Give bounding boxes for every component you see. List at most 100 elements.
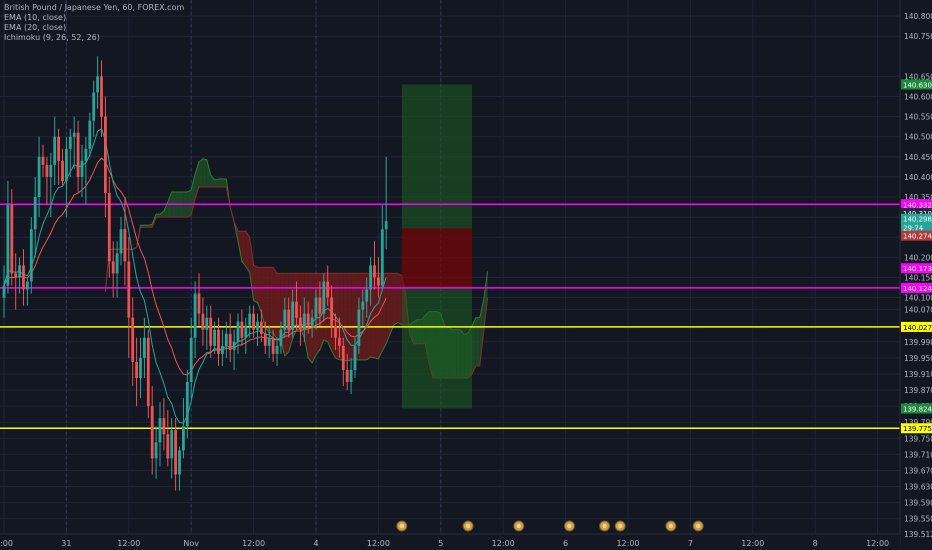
cloud-segment xyxy=(261,267,266,328)
price-label-text: 140.332 xyxy=(903,201,932,209)
candle-body xyxy=(306,313,310,326)
candle-body xyxy=(158,418,162,443)
candlesticks xyxy=(2,56,388,491)
candle-body xyxy=(380,229,384,286)
price-label-text: 140.296 xyxy=(903,216,932,224)
candle-body xyxy=(174,430,177,475)
candle-body xyxy=(213,329,216,346)
cloud-segment xyxy=(394,273,398,325)
candle-body xyxy=(131,317,135,362)
price-label-box xyxy=(901,230,932,241)
price-tick-label: 139.990 xyxy=(904,338,932,347)
candle-body xyxy=(53,136,57,165)
candle-body xyxy=(182,426,185,451)
price-tick-label: 140.500 xyxy=(904,133,932,142)
price-label-text: 140.274 xyxy=(903,233,932,241)
candle-body xyxy=(49,164,53,177)
long-position-tool[interactable] xyxy=(401,84,472,409)
candle-body xyxy=(185,382,189,427)
price-tick-label: 140.400 xyxy=(904,173,932,182)
candle-body xyxy=(228,333,232,350)
candle-body xyxy=(76,132,80,177)
earnings-event-icon-center xyxy=(668,523,674,529)
candle-body xyxy=(326,281,330,298)
candle-body xyxy=(322,281,326,314)
candle-body xyxy=(162,418,166,435)
candle-body xyxy=(41,156,45,165)
price-tick-label: 139.550 xyxy=(904,515,932,524)
horizontal-lines[interactable] xyxy=(0,203,900,429)
cloud-segment xyxy=(390,273,394,334)
position-profit-zone xyxy=(401,84,472,229)
cloud-segment xyxy=(265,267,270,333)
candle-body xyxy=(310,317,314,326)
candle-body xyxy=(123,229,127,262)
candle-body xyxy=(45,164,49,177)
candle-body xyxy=(111,261,115,274)
cloud-segment xyxy=(214,178,219,187)
cloud-segment xyxy=(253,265,258,303)
time-tick-label: 12:00 xyxy=(367,539,390,548)
cloud-segment xyxy=(140,225,145,228)
candle-body xyxy=(287,309,291,330)
cloud-segment xyxy=(370,273,375,358)
cloud-segment xyxy=(245,231,250,273)
cloud-segment xyxy=(362,273,367,360)
price-label-text: 29:74 xyxy=(903,225,924,233)
candle-body xyxy=(283,309,287,330)
candle-body xyxy=(314,297,318,318)
candle-body xyxy=(115,253,119,274)
candle-body xyxy=(178,450,181,475)
candle-body xyxy=(240,321,244,338)
candle-body xyxy=(252,313,255,330)
legend-ema20: EMA (20, close) xyxy=(4,23,67,32)
candle-body xyxy=(361,301,365,310)
candle-body xyxy=(232,341,236,350)
candle-body xyxy=(353,345,357,370)
price-tick-label: 140.550 xyxy=(904,113,932,122)
candle-body xyxy=(10,205,14,274)
earnings-event-icon-center xyxy=(399,523,404,529)
candle-body xyxy=(377,277,380,286)
candle-body xyxy=(244,325,248,338)
time-tick-label: 12:00 xyxy=(242,539,265,548)
candle-body xyxy=(26,281,29,290)
candle-body xyxy=(318,297,322,314)
price-label-box xyxy=(901,263,932,274)
price-tick-label: 140.150 xyxy=(904,273,932,282)
price-label-box xyxy=(901,423,932,434)
price-label-box xyxy=(901,222,932,233)
price-label-text: 140.124 xyxy=(903,285,932,293)
time-tick-label: 12:00 xyxy=(492,539,515,548)
candle-body xyxy=(33,197,37,230)
cloud-segment xyxy=(483,271,488,332)
candle-body xyxy=(197,293,201,314)
price-label-box xyxy=(901,199,932,210)
price-label-box xyxy=(901,403,932,414)
time-axis[interactable]: 2:00 31 12:00 Nov 12:00 4 12:00 5 12:00 6 12:00 7 12… xyxy=(0,533,900,550)
candle-body xyxy=(92,92,96,121)
cloud-segment xyxy=(312,273,316,363)
cloud-segment xyxy=(479,299,484,366)
price-tick-label: 140.750 xyxy=(904,32,932,41)
event-icons[interactable] xyxy=(396,520,704,532)
cloud-segment xyxy=(308,273,313,363)
candle-body xyxy=(330,297,333,326)
candle-body xyxy=(217,329,220,354)
time-tick-label: 12:00 xyxy=(866,539,889,548)
candle-body xyxy=(37,156,41,198)
time-tick-label: 2:00 xyxy=(0,539,13,548)
price-tick-label: 140.070 xyxy=(904,306,932,315)
candle-body xyxy=(143,337,146,358)
candle-body xyxy=(357,309,361,346)
candle-body xyxy=(256,321,259,330)
candle-body xyxy=(193,293,197,338)
candle-body xyxy=(209,317,213,346)
candle-body xyxy=(345,369,349,383)
candle-body xyxy=(248,313,252,326)
candle-body xyxy=(341,345,345,370)
price-axis[interactable]: 140.800 140.750 140.650 140.600 140.550 140.5… xyxy=(899,0,932,550)
price-tick-label: 139.512 xyxy=(904,530,932,539)
cloud-segment xyxy=(163,202,168,218)
